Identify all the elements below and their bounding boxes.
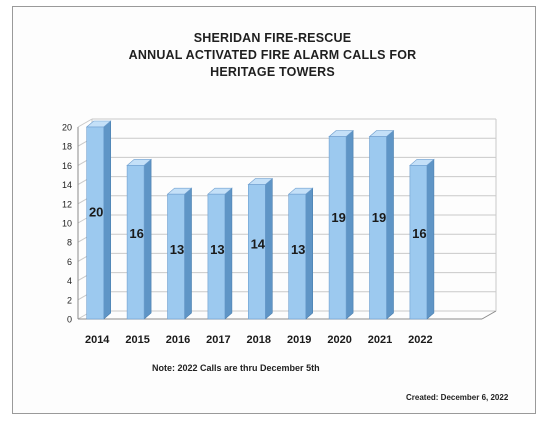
y-tick-label: 4	[67, 276, 72, 286]
gridline-depth	[77, 118, 93, 128]
y-tick-label: 20	[62, 123, 72, 133]
bar-side	[426, 158, 435, 320]
bar-value-label: 19	[372, 210, 386, 225]
x-tick-label: 2020	[327, 334, 351, 346]
y-tick-label: 6	[67, 257, 72, 267]
y-tick-label: 8	[67, 238, 72, 248]
x-tick-label: 2014	[85, 334, 110, 346]
x-tick-label: 2017	[206, 334, 230, 346]
bar	[207, 193, 226, 320]
bar-value-label: 16	[412, 226, 426, 241]
bar	[126, 165, 145, 320]
bar-value-label: 20	[89, 204, 103, 219]
x-tick-label: 2015	[125, 334, 149, 346]
x-tick-label: 2022	[408, 334, 432, 346]
chart-title-line-2: ANNUAL ACTIVATED FIRE ALARM CALLS FOR	[128, 48, 417, 62]
x-tick-label: 2018	[247, 334, 271, 346]
bar-value-label: 14	[251, 237, 266, 252]
x-tick-label: 2016	[166, 334, 190, 346]
bar-side	[386, 129, 394, 320]
x-tick-label: 2019	[287, 334, 311, 346]
bar	[248, 184, 266, 320]
bar	[369, 136, 387, 320]
bar-value-label: 19	[331, 210, 345, 225]
bar	[167, 193, 185, 320]
y-tick-label: 18	[62, 142, 72, 152]
y-tick-label: 0	[67, 315, 72, 325]
bar-value-label: 13	[170, 242, 184, 257]
bar-side	[143, 158, 152, 320]
y-tick-label: 2	[67, 295, 72, 305]
bar-value-label: 16	[129, 226, 143, 241]
bar	[409, 165, 428, 320]
bar-value-label: 13	[291, 242, 305, 257]
bar-side	[103, 120, 111, 320]
y-tick-label: 16	[62, 161, 72, 171]
chart-note: Note: 2022 Calls are thru December 5th	[152, 363, 320, 373]
bar	[86, 126, 104, 320]
y-tick-label: 14	[62, 180, 72, 190]
chart-title-line-1: SHERIDAN FIRE-RESCUE	[193, 31, 352, 45]
bar-side	[224, 187, 233, 320]
bar	[288, 193, 307, 320]
x-tick-label: 2021	[368, 334, 392, 346]
bar-side	[264, 177, 273, 320]
created-date: Created: December 6, 2022	[406, 393, 509, 402]
bar-value-label: 13	[210, 242, 224, 257]
chart-title-line-3: HERITAGE TOWERS	[210, 65, 335, 79]
bar-side	[305, 187, 314, 320]
y-tick-label: 10	[62, 219, 72, 229]
bar	[328, 136, 347, 320]
bar-side	[184, 187, 192, 320]
bar-side	[345, 129, 354, 320]
floor-edge	[481, 310, 497, 320]
y-tick-label: 12	[62, 199, 72, 209]
